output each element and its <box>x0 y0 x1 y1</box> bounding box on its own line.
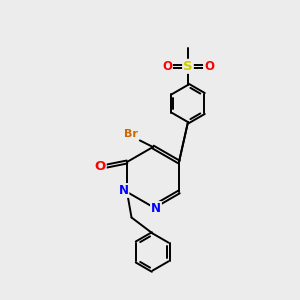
Text: O: O <box>94 160 106 173</box>
Text: O: O <box>204 60 214 73</box>
Text: O: O <box>162 60 172 73</box>
Text: N: N <box>151 202 161 215</box>
Text: Br: Br <box>124 129 138 140</box>
Text: N: N <box>118 184 128 197</box>
Text: S: S <box>183 60 193 73</box>
